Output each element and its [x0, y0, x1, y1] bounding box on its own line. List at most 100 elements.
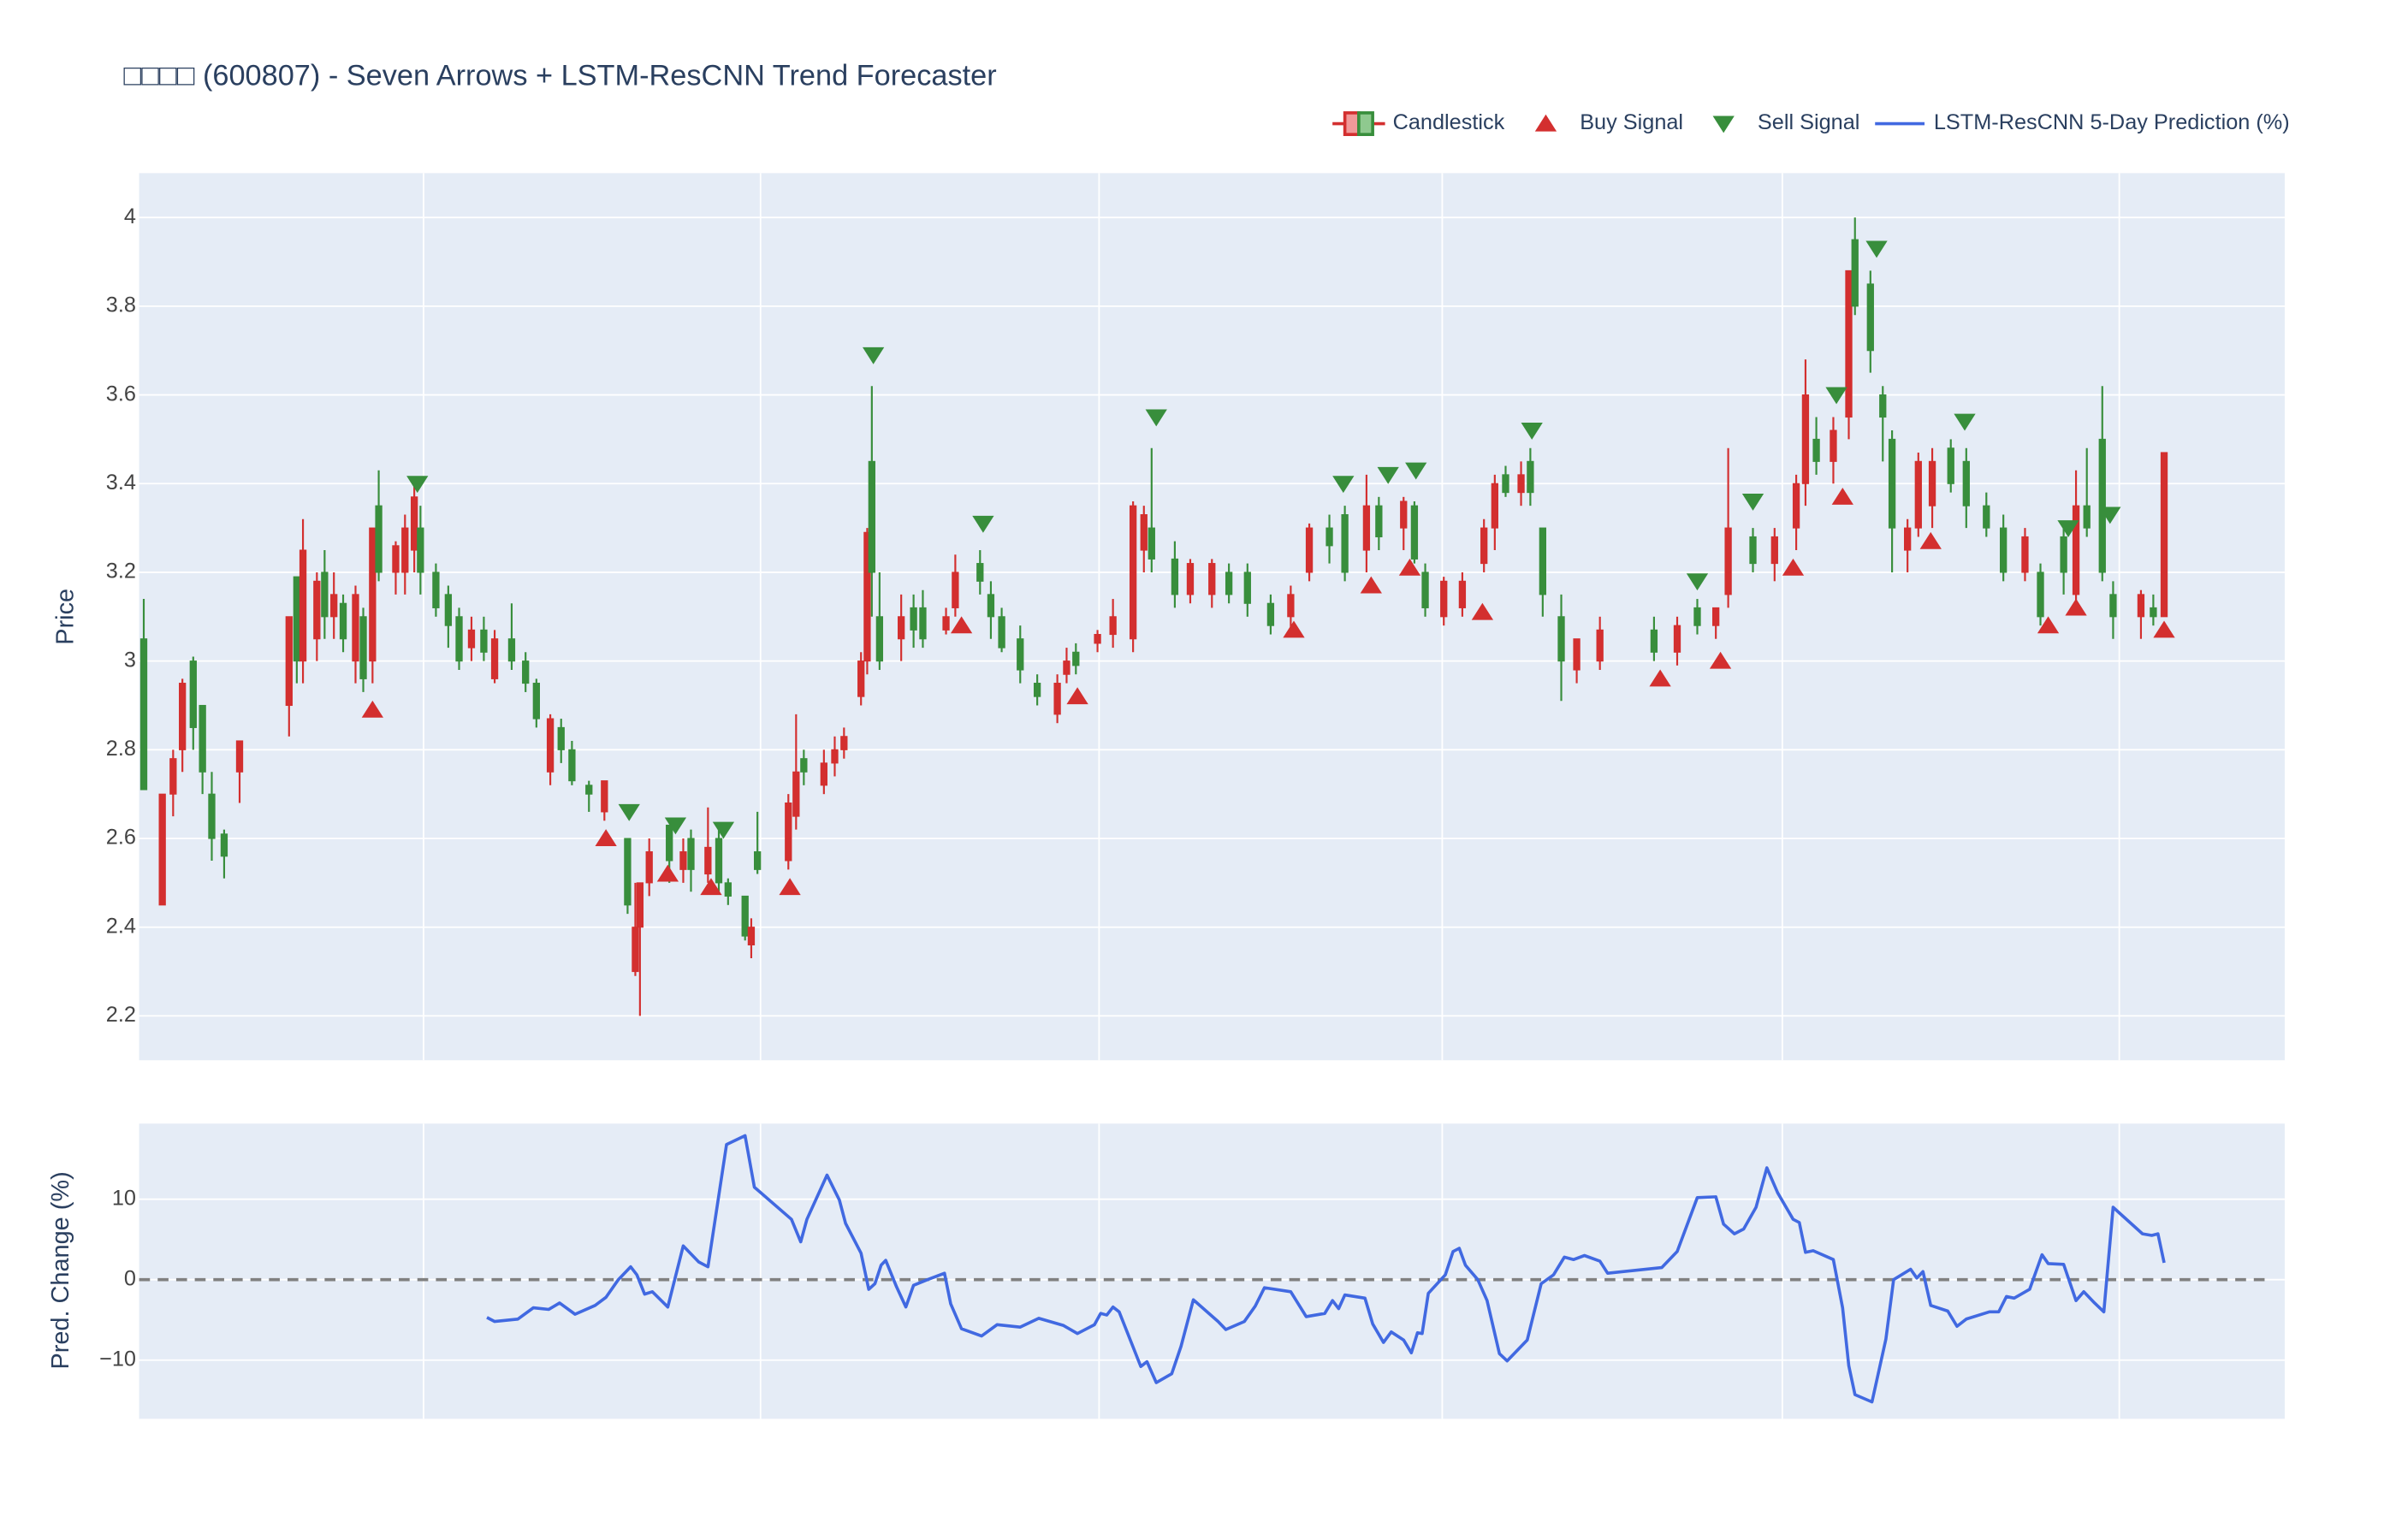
candle-body: [2000, 527, 2008, 573]
buy-marker: [950, 616, 973, 634]
buy-marker: [2037, 616, 2060, 634]
buy-marker: [1360, 576, 1382, 594]
y-tick-label: 3.2: [106, 560, 136, 583]
candle-body: [863, 531, 871, 662]
candle-body: [632, 927, 639, 973]
candle-body: [330, 594, 338, 618]
candle-body: [679, 851, 687, 870]
candle-body: [1362, 505, 1371, 551]
legend-swatch: [1534, 114, 1557, 132]
candle-body: [401, 527, 409, 573]
candle-body: [139, 638, 148, 791]
candle-body: [1866, 283, 1874, 352]
candle-body: [1480, 527, 1488, 565]
y-tick-label: 4: [124, 204, 136, 228]
sell-marker: [618, 803, 640, 821]
candle-body: [1801, 394, 1810, 484]
y-tick-label: 2.6: [106, 826, 136, 850]
sell-marker: [664, 817, 687, 835]
y-tick-label: 3.4: [106, 471, 136, 495]
candle-body: [480, 629, 488, 653]
candle-body: [1673, 625, 1681, 653]
candle-body: [704, 846, 712, 875]
candle-body: [1341, 514, 1349, 573]
candle-body: [1410, 505, 1419, 560]
sell-marker: [1865, 240, 1888, 258]
candle-body: [1266, 602, 1275, 626]
candle-body: [1243, 572, 1251, 604]
candle-body: [1502, 474, 1509, 494]
candle-body: [2072, 505, 2080, 595]
candle-body: [199, 704, 206, 773]
candle-body: [1888, 438, 1896, 529]
plot-background: [139, 173, 2285, 1061]
candle-body: [455, 616, 463, 662]
buy-marker: [779, 878, 801, 896]
candle-body: [1879, 394, 1887, 418]
candle-body: [208, 793, 216, 839]
buy-marker: [1919, 531, 1942, 549]
candle-body: [1287, 594, 1295, 618]
sell-marker: [863, 346, 885, 364]
candle-body: [1770, 536, 1778, 565]
candle-body: [2098, 438, 2106, 573]
legend-swatch: [1343, 111, 1361, 136]
buy-marker: [700, 878, 722, 896]
y-tick-label: −10: [99, 1347, 136, 1371]
legend-label: LSTM-ResCNN 5-Day Prediction (%): [1934, 110, 2290, 134]
candle-body: [636, 882, 644, 928]
candle-body: [1017, 638, 1024, 671]
sell-marker: [1686, 573, 1709, 591]
sell-marker: [972, 515, 994, 533]
candle-body: [715, 838, 723, 884]
candle-body: [1792, 483, 1800, 529]
candle-body: [2060, 536, 2067, 573]
candle-body: [910, 607, 917, 631]
candle-body: [1109, 616, 1117, 636]
candle-body: [868, 460, 875, 573]
chart-title: □□□□ (600807) - Seven Arrows + LSTM-ResC…: [124, 59, 997, 92]
candle-body: [339, 602, 347, 640]
candle-body: [952, 572, 959, 608]
candle-body: [2109, 594, 2117, 618]
sell-marker: [2057, 520, 2079, 537]
candle-body: [601, 780, 608, 813]
candle-body: [158, 793, 166, 906]
candle-body: [1539, 527, 1546, 595]
candle-body: [1517, 474, 1525, 494]
sell-marker: [1521, 423, 1543, 440]
candle-body: [179, 683, 187, 750]
legend-label: Candlestick: [1393, 110, 1505, 134]
candle-body: [820, 762, 827, 786]
candle-body: [687, 838, 695, 870]
candle-body: [831, 749, 839, 764]
buy-marker: [1649, 669, 1671, 687]
candle-body: [532, 683, 540, 720]
candle-body: [313, 580, 321, 640]
candle-body: [1171, 558, 1179, 595]
candle-body: [1983, 505, 1990, 529]
candle-body: [1148, 527, 1155, 560]
candle-body: [557, 726, 565, 750]
y-tick-label: 10: [112, 1186, 136, 1210]
buy-marker: [1831, 487, 1853, 505]
candle-body: [987, 594, 995, 618]
buy-marker: [2065, 598, 2087, 616]
candle-body: [1527, 460, 1534, 494]
candle-body: [754, 851, 762, 870]
candle-body: [369, 527, 377, 662]
buy-marker: [1066, 687, 1088, 705]
candle-body: [522, 660, 530, 684]
candle-body: [1208, 563, 1216, 595]
legend-swatch: [1357, 111, 1374, 136]
candle-body: [1053, 683, 1061, 715]
candle-body: [1400, 500, 1408, 529]
candle-body: [444, 594, 453, 626]
sell-marker: [1405, 462, 1427, 480]
y-tick-label: 3.6: [106, 382, 136, 406]
candle-body: [585, 785, 593, 795]
candle-body: [666, 824, 673, 862]
buy-marker: [595, 829, 617, 847]
